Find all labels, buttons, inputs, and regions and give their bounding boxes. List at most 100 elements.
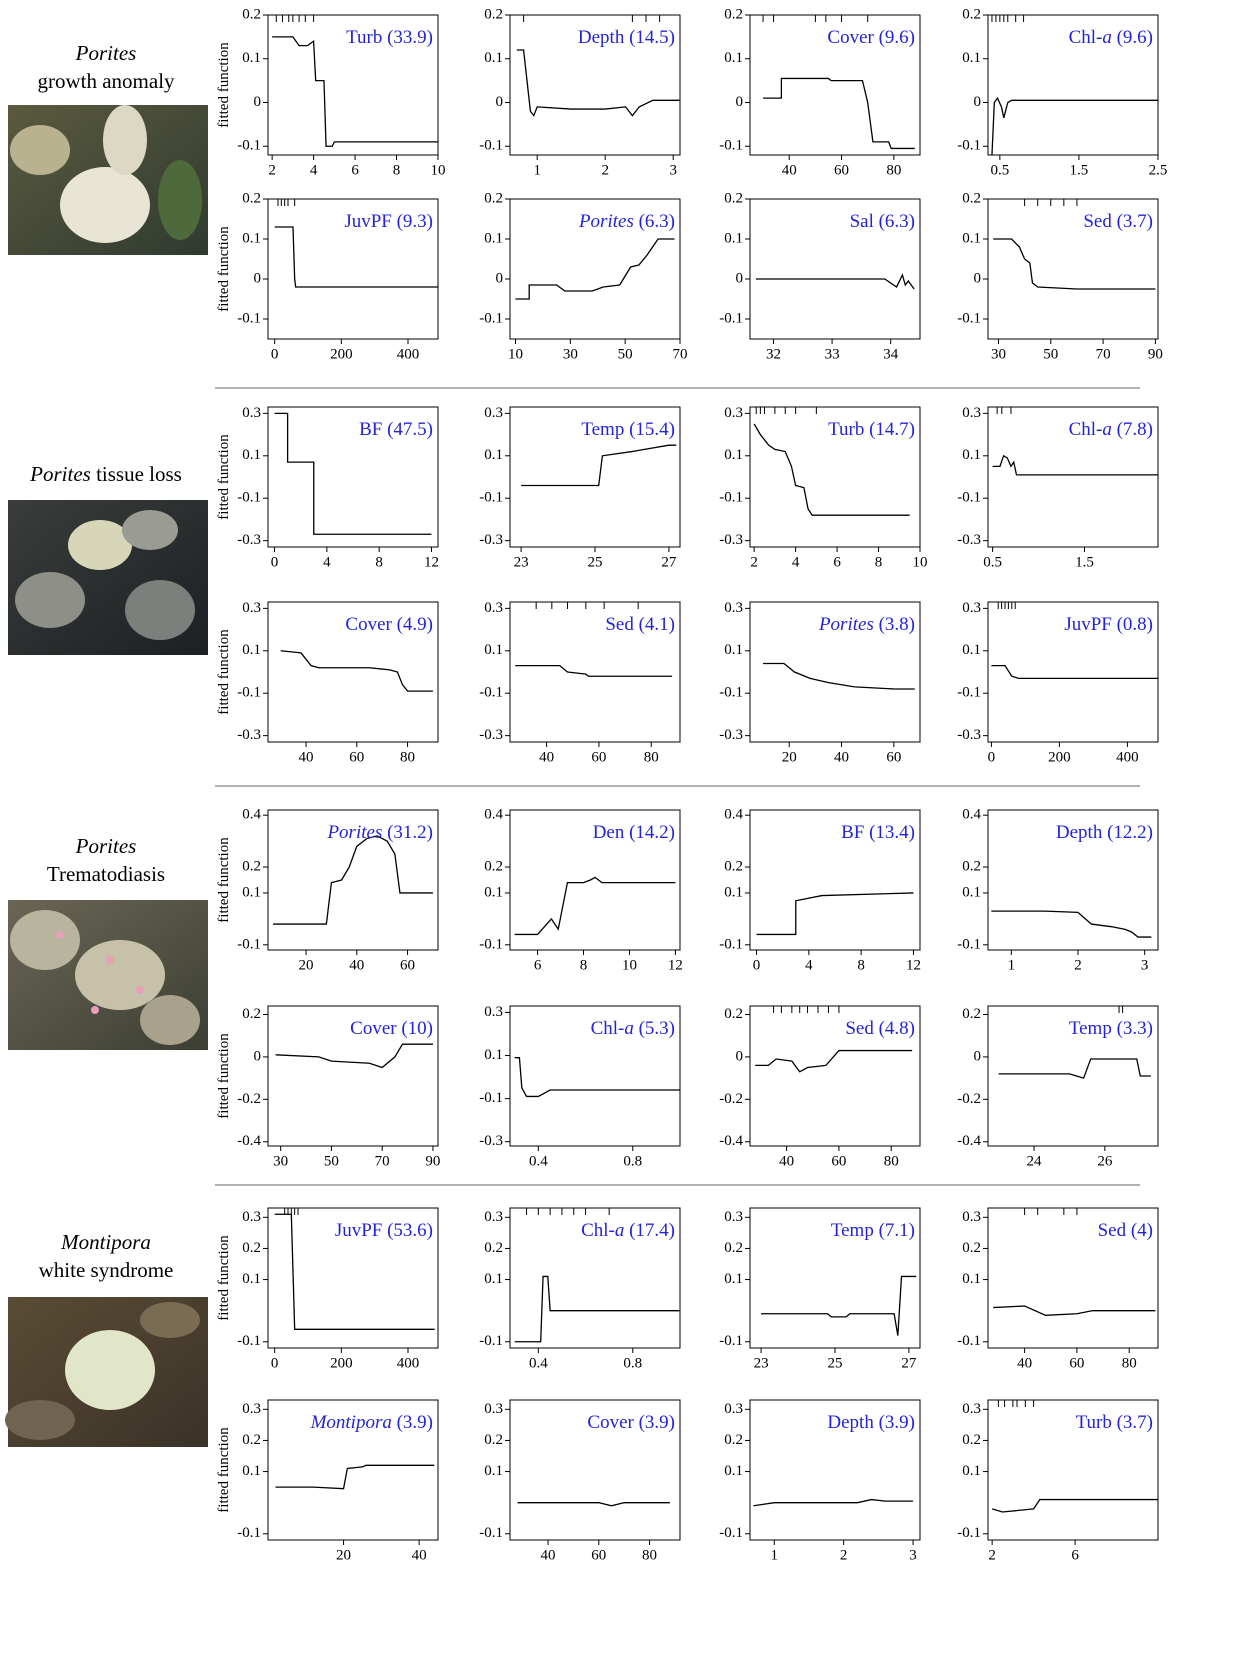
text-part: Porites (818, 614, 874, 635)
y-tick-label: -0.1 (957, 490, 981, 506)
x-tick-label: 200 (330, 1355, 353, 1371)
text-part: Turb (3.7) (1076, 1412, 1153, 1433)
y-tick-label: 0.2 (962, 858, 981, 874)
y-tick-label: 0.1 (484, 1271, 503, 1287)
text-part: Chl- (1069, 419, 1103, 440)
panel-label: Sed (4.1) (605, 614, 675, 635)
figure: Poritesgrowth anomalyPorites tissue loss… (0, 0, 1237, 1661)
fitted-line (275, 227, 438, 287)
x-tick-label: 200 (330, 346, 353, 362)
fitted-line (276, 1465, 435, 1488)
x-tick-label: 4 (792, 554, 800, 570)
text-part: Depth (14.5) (578, 27, 675, 48)
y-tick-label: 0.1 (962, 1463, 981, 1479)
x-tick-label: 80 (1122, 1355, 1137, 1371)
y-tick-label: 0.3 (724, 1401, 743, 1417)
y-tick-label: 0.2 (724, 1240, 743, 1256)
photo-white-syndrome (5, 1297, 208, 1447)
y-tick-label: 0.4 (724, 807, 743, 823)
fitted-line (757, 893, 914, 934)
panel-label: Temp (7.1) (831, 1220, 915, 1241)
panel-label: Depth (12.2) (1056, 822, 1153, 843)
panel-label: Cover (4.9) (345, 614, 433, 635)
x-tick-label: 80 (400, 749, 415, 765)
y-tick-label: 0.1 (484, 230, 503, 246)
x-tick-label: 60 (1069, 1355, 1084, 1371)
panel-label: Depth (3.9) (827, 1412, 915, 1433)
panel-label: Sal (6.3) (850, 211, 915, 232)
y-tick-label: 0 (254, 1048, 262, 1064)
y-tick-label: 0.1 (962, 230, 981, 246)
panel-label: Sed (4.8) (845, 1018, 915, 1039)
x-tick-label: 2 (601, 162, 609, 178)
text-part: growth anomaly (37, 69, 175, 93)
text-part: Cover (3.9) (587, 1412, 675, 1433)
y-tick-label: 0.4 (962, 807, 981, 823)
text-part: Cover (9.6) (827, 27, 915, 48)
y-tick-label: 0.2 (962, 1006, 981, 1022)
y-tick-label: 0.2 (724, 190, 743, 206)
fitted-line (755, 1051, 912, 1072)
x-tick-label: 32 (766, 346, 781, 362)
text-part: Cover (10) (350, 1018, 433, 1039)
y-tick-label: 0.1 (724, 642, 743, 658)
x-tick-label: 200 (1048, 749, 1071, 765)
y-tick-label: 0.3 (962, 1401, 981, 1417)
x-tick-label: 6 (833, 554, 841, 570)
y-tick-label: 0.3 (484, 405, 503, 421)
y-tick-label: 0 (496, 94, 504, 110)
y-tick-label: 0.1 (724, 230, 743, 246)
y-tick-label: 0.1 (724, 884, 743, 900)
panel-label: Chl-a (9.6) (1069, 27, 1153, 48)
x-tick-label: 6 (351, 162, 359, 178)
panel-label: Porites (3.8) (818, 614, 915, 635)
y-tick-label: -0.1 (237, 936, 261, 952)
fitted-line (763, 664, 915, 689)
panel-label: Sed (4) (1098, 1220, 1153, 1241)
y-tick-label: 0.2 (724, 6, 743, 22)
x-tick-label: 80 (644, 749, 659, 765)
y-tick-label: 0.1 (962, 447, 981, 463)
text-part: Porites (326, 822, 382, 843)
fitted-line (761, 1276, 916, 1335)
panel-label: Cover (9.6) (827, 27, 915, 48)
y-axis-label: fitted function (216, 1235, 232, 1321)
y-tick-label: 0.2 (242, 858, 261, 874)
text-part: (17.4) (624, 1220, 675, 1241)
x-tick-label: 0 (271, 554, 279, 570)
y-tick-label: 0.1 (484, 1463, 503, 1479)
group-label: Trematodiasis (47, 862, 165, 886)
y-tick-label: -0.3 (237, 532, 261, 548)
y-tick-label: -0.1 (479, 936, 503, 952)
text-part: Porites (75, 834, 137, 858)
y-tick-label: 0.1 (724, 447, 743, 463)
group-label: Porites (75, 834, 137, 858)
y-tick-label: 0.2 (242, 190, 261, 206)
x-tick-label: 33 (825, 346, 840, 362)
panel-label: Depth (14.5) (578, 27, 675, 48)
x-tick-label: 80 (642, 1547, 657, 1563)
group-label: growth anomaly (37, 69, 175, 93)
group-label: Porites (75, 41, 137, 65)
y-tick-label: -0.1 (719, 490, 743, 506)
y-tick-label: -0.1 (719, 1525, 743, 1541)
fitted-line (756, 275, 914, 289)
y-tick-label: 0.1 (242, 642, 261, 658)
y-tick-label: -0.1 (479, 1333, 503, 1349)
y-tick-label: -0.1 (237, 1333, 261, 1349)
panel-label: Cover (3.9) (587, 1412, 675, 1433)
x-tick-label: 10 (508, 346, 523, 362)
x-tick-label: 60 (400, 957, 415, 973)
text-part: Depth (3.9) (827, 1412, 915, 1433)
y-tick-label: 0.1 (724, 50, 743, 66)
y-tick-label: -0.1 (957, 310, 981, 326)
fitted-line (993, 456, 1158, 475)
x-tick-label: 4 (323, 554, 331, 570)
panel-label: Sed (3.7) (1083, 211, 1153, 232)
fitted-line (272, 37, 438, 146)
y-tick-label: 0.3 (484, 1401, 503, 1417)
panel-label: Porites (31.2) (326, 822, 433, 843)
text-part: Sed (4) (1098, 1220, 1153, 1241)
x-tick-label: 12 (906, 957, 921, 973)
y-tick-label: 0.1 (242, 884, 261, 900)
